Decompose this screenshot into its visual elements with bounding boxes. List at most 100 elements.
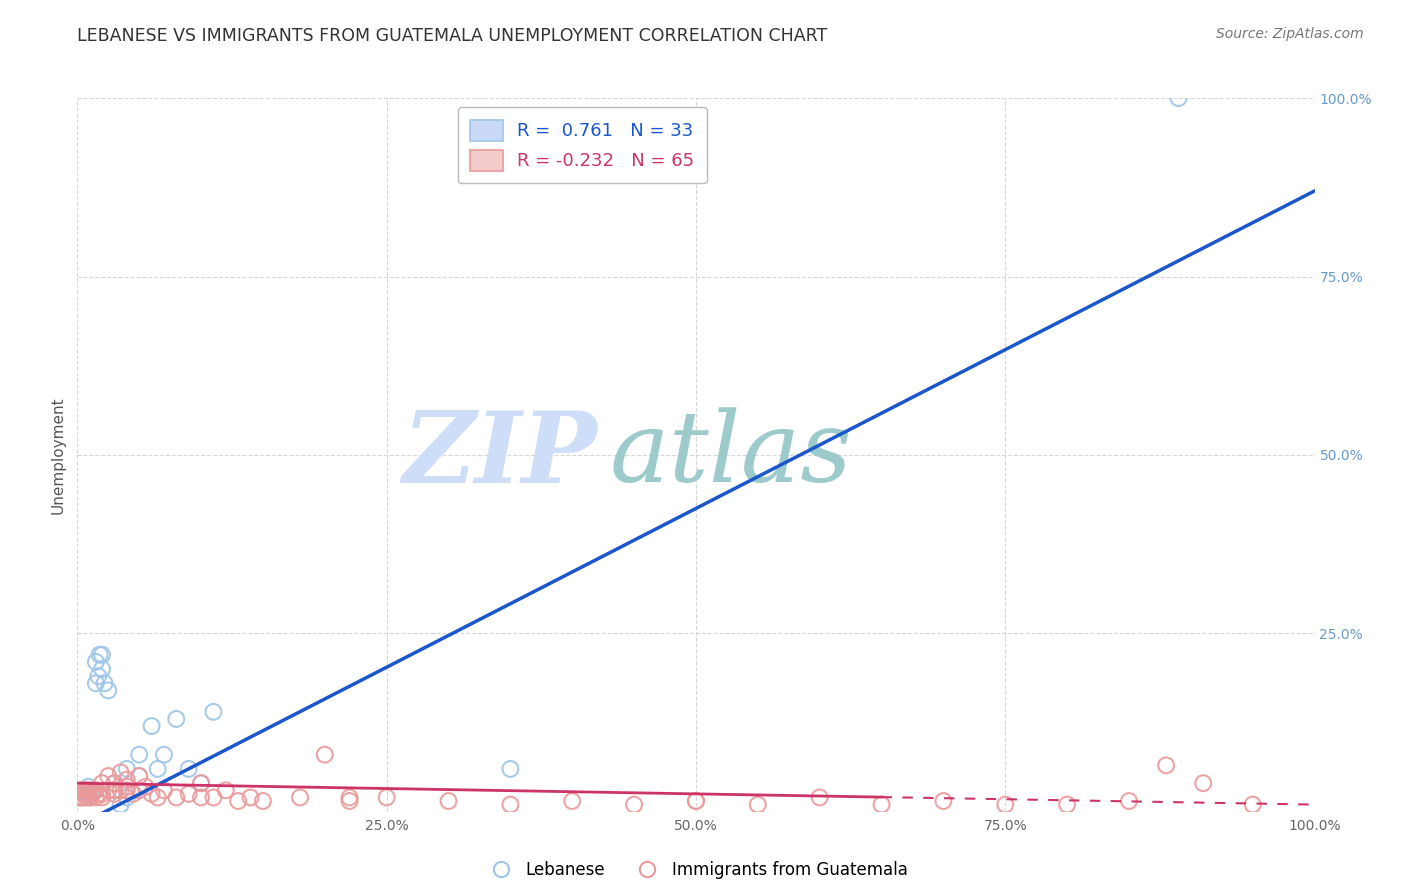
Point	[141, 719, 163, 733]
Point	[165, 790, 187, 805]
Point	[499, 762, 522, 776]
Point	[685, 794, 707, 808]
Point	[623, 797, 645, 812]
Point	[146, 790, 169, 805]
Point	[69, 790, 91, 805]
Point	[252, 794, 274, 808]
Point	[561, 794, 583, 808]
Point	[115, 762, 138, 776]
Point	[375, 790, 398, 805]
Point	[202, 705, 225, 719]
Point	[82, 783, 104, 797]
Point	[70, 790, 93, 805]
Point	[91, 790, 114, 805]
Point	[110, 797, 132, 812]
Text: atlas: atlas	[609, 408, 852, 502]
Point	[128, 769, 150, 783]
Text: ZIP: ZIP	[402, 407, 598, 503]
Point	[73, 783, 96, 797]
Point	[339, 794, 361, 808]
Point	[72, 787, 94, 801]
Point	[122, 787, 145, 801]
Point	[288, 790, 311, 805]
Point	[177, 787, 200, 801]
Point	[87, 669, 110, 683]
Text: Source: ZipAtlas.com: Source: ZipAtlas.com	[1216, 27, 1364, 41]
Point	[87, 787, 110, 801]
Point	[239, 790, 262, 805]
Point	[994, 797, 1017, 812]
Point	[190, 776, 212, 790]
Point	[103, 787, 125, 801]
Point	[115, 780, 138, 794]
Point	[77, 787, 100, 801]
Point	[1167, 91, 1189, 105]
Point	[1056, 797, 1078, 812]
Point	[146, 762, 169, 776]
Point	[77, 780, 100, 794]
Point	[134, 780, 156, 794]
Point	[215, 783, 238, 797]
Point	[1118, 794, 1140, 808]
Point	[115, 790, 138, 805]
Point	[110, 765, 132, 780]
Point	[91, 648, 114, 662]
Point	[190, 790, 212, 805]
Point	[747, 797, 769, 812]
Point	[128, 769, 150, 783]
Point	[128, 747, 150, 762]
Point	[153, 783, 176, 797]
Point	[82, 783, 104, 797]
Point	[70, 783, 93, 797]
Point	[72, 790, 94, 805]
Point	[153, 747, 176, 762]
Point	[808, 790, 831, 805]
Point	[202, 790, 225, 805]
Point	[115, 783, 138, 797]
Point	[84, 790, 107, 805]
Point	[226, 794, 249, 808]
Point	[82, 787, 104, 801]
Point	[141, 787, 163, 801]
Point	[128, 783, 150, 797]
Point	[79, 790, 101, 805]
Y-axis label: Unemployment: Unemployment	[51, 396, 66, 514]
Point	[75, 790, 97, 805]
Point	[685, 794, 707, 808]
Point	[314, 747, 336, 762]
Point	[110, 783, 132, 797]
Point	[165, 712, 187, 726]
Point	[91, 662, 114, 676]
Point	[1192, 776, 1215, 790]
Point	[437, 794, 460, 808]
Point	[75, 787, 97, 801]
Point	[79, 783, 101, 797]
Point	[76, 783, 98, 797]
Point	[97, 683, 120, 698]
Point	[339, 790, 361, 805]
Point	[84, 783, 107, 797]
Point	[84, 676, 107, 690]
Point	[89, 648, 111, 662]
Point	[870, 797, 893, 812]
Point	[1154, 758, 1177, 772]
Point	[97, 769, 120, 783]
Point	[103, 783, 125, 797]
Point	[76, 783, 98, 797]
Point	[190, 776, 212, 790]
Point	[103, 783, 125, 797]
Point	[499, 797, 522, 812]
Point	[91, 776, 114, 790]
Text: LEBANESE VS IMMIGRANTS FROM GUATEMALA UNEMPLOYMENT CORRELATION CHART: LEBANESE VS IMMIGRANTS FROM GUATEMALA UN…	[77, 27, 828, 45]
Point	[79, 787, 101, 801]
Point	[103, 776, 125, 790]
Point	[93, 676, 115, 690]
Point	[79, 790, 101, 805]
Point	[115, 772, 138, 787]
Point	[82, 787, 104, 801]
Point	[1241, 797, 1264, 812]
Point	[91, 787, 114, 801]
Point	[932, 794, 955, 808]
Point	[103, 776, 125, 790]
Point	[84, 655, 107, 669]
